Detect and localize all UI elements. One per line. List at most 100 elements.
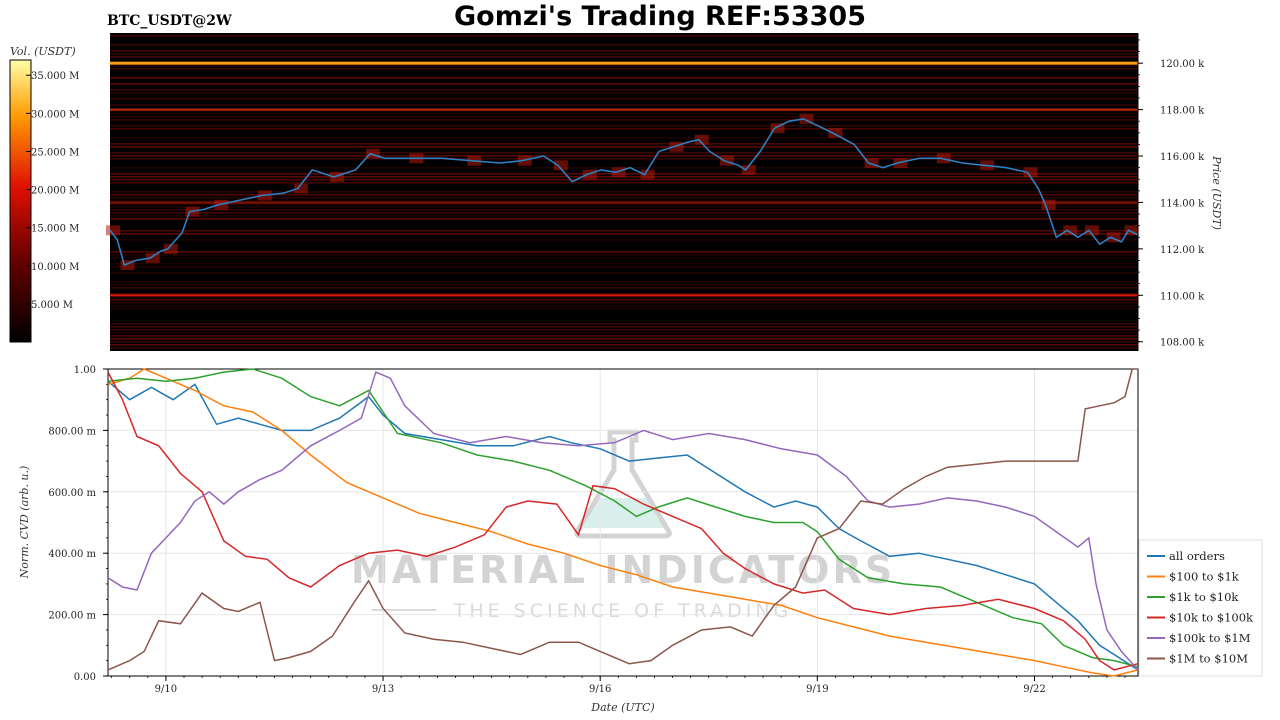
heatmap-band: [110, 194, 1138, 196]
heatmap-cell: [828, 127, 843, 138]
heatmap-cell: [770, 123, 785, 134]
cvd-series-line: [107, 380, 1139, 671]
legend-label: $1M to $10M: [1169, 652, 1248, 666]
heatmap-wall: [110, 61, 1138, 65]
heatmap-band: [110, 335, 1138, 337]
heatmap-band: [110, 116, 1138, 118]
heatmap-band: [110, 287, 1138, 289]
heatmap-band: [110, 305, 1138, 307]
heatmap-cell: [329, 171, 344, 182]
colorbar-gradient: [9, 59, 32, 343]
heatmap-band: [110, 89, 1138, 91]
heatmap-band: [110, 68, 1138, 70]
heatmap-band: [110, 344, 1138, 346]
heatmap-band: [110, 266, 1138, 268]
heatmap-cell: [1023, 167, 1038, 178]
heatmap-cell: [741, 164, 756, 175]
cvd-x-tick-label: 9/22: [1023, 684, 1045, 695]
legend-frame: [1138, 539, 1263, 677]
heatmap-band: [110, 281, 1138, 283]
colorbar-tick-label: 25.000 M: [31, 147, 79, 158]
heatmap-cell: [669, 141, 684, 152]
heatmap-band: [110, 209, 1138, 211]
heatmap-band: [110, 302, 1138, 304]
heatmap-band: [110, 53, 1138, 55]
colorbar-tick-label: 20.000 M: [31, 186, 79, 197]
price-line: [109, 118, 1139, 267]
heatmap-cell: [145, 253, 160, 264]
heatmap-band: [110, 299, 1138, 301]
heatmap-band: [110, 329, 1138, 331]
heatmap-cell: [1106, 232, 1121, 243]
heatmap-band: [110, 179, 1138, 181]
cvd-series-line: [107, 368, 1138, 671]
cvd-series-line: [107, 371, 1139, 671]
colorbar-label: Vol. (USDT): [10, 45, 76, 58]
heatmap-cell: [582, 169, 597, 180]
watermark: MATERIAL INDICATORS THE SCIENCE OF TRADI…: [351, 429, 895, 622]
heatmap-cell: [1041, 199, 1056, 210]
flask-icon: [574, 429, 672, 539]
colorbar-tick-label: 10.000 M: [31, 262, 79, 273]
heatmap-cell: [366, 148, 381, 159]
heatmap-band: [110, 215, 1138, 217]
price-axis-label: Price (USDT): [1210, 155, 1223, 230]
price-tick-label: 112.00 k: [1160, 245, 1205, 256]
legend-label: $10k to $100k: [1169, 611, 1254, 625]
heatmap-band: [110, 125, 1138, 127]
heatmap-band: [110, 197, 1138, 199]
legend-label: $1k to $10k: [1169, 590, 1239, 604]
heatmap-liquidity-bands: [106, 35, 1139, 349]
heatmap-band: [110, 272, 1138, 274]
colorbar-tick-label: 15.000 M: [31, 224, 79, 235]
cvd-y-tick-label: 0.00: [74, 672, 96, 683]
heatmap-band: [110, 338, 1138, 340]
heatmap-band: [110, 347, 1138, 349]
price-tick-label: 108.00 k: [1160, 338, 1205, 349]
heatmap-panel: 120.00 k 118.00 k 116.00 k 114.00 k 112.00 k…: [106, 33, 1223, 351]
heatmap-band: [110, 152, 1138, 154]
heatmap-band: [110, 35, 1138, 37]
heatmap-band: [110, 113, 1138, 115]
heatmap-band: [110, 230, 1138, 232]
heatmap-band: [110, 158, 1138, 160]
heatmap-wall: [110, 201, 1138, 204]
watermark-brand: MATERIAL INDICATORS: [351, 548, 895, 592]
heatmap-cell: [864, 157, 879, 168]
heatmap-band: [110, 308, 1138, 310]
price-tick-label: 114.00 k: [1160, 198, 1205, 209]
colorbar-tick-label: 5.000 M: [31, 300, 73, 311]
heatmap-band: [110, 83, 1138, 85]
colorbar-tick-label: 30.000 M: [31, 109, 79, 120]
cvd-series-line: [107, 368, 1139, 677]
heatmap-cell: [1063, 225, 1078, 236]
cvd-x-tick-label: 9/13: [372, 684, 394, 695]
colorbar-tick-label: 35.000 M: [31, 71, 79, 82]
heatmap-band: [110, 56, 1138, 58]
cvd-series-line: [107, 371, 1139, 671]
heatmap-band: [110, 233, 1138, 235]
heatmap-cell: [694, 134, 709, 145]
heatmap-band: [110, 191, 1138, 193]
colorbar-ticks: 35.000 M 30.000 M 25.000 M 20.000 M 15.000 M…: [26, 71, 79, 311]
heatmap-cell: [163, 243, 178, 254]
heatmap-band: [110, 239, 1138, 241]
price-tick-label: 116.00 k: [1160, 152, 1205, 163]
heatmap-band: [110, 218, 1138, 220]
heatmap-band: [110, 257, 1138, 259]
cvd-y-tick-label: 200.00 m: [48, 611, 96, 622]
heatmap-cell: [553, 160, 568, 171]
heatmap-band: [110, 251, 1138, 253]
cvd-y-ticks: 0.00 200.00 m 400.00 m 600.00 m 800.00 m 1.00: [48, 365, 108, 683]
cvd-series-lines: [107, 368, 1139, 677]
price-tick-label: 118.00 k: [1160, 106, 1205, 117]
cvd-x-ticks: 9/10 9/13 9/16 9/19 9/22: [111, 676, 1126, 695]
heatmap-band: [110, 104, 1138, 106]
heatmap-band: [110, 128, 1138, 130]
heatmap-band: [110, 98, 1138, 100]
heatmap-band: [110, 155, 1138, 157]
heatmap-band: [110, 77, 1138, 79]
cvd-y-tick-label: 400.00 m: [48, 549, 96, 560]
legend-label: $100k to $1M: [1169, 631, 1251, 645]
heatmap-band: [110, 65, 1138, 67]
